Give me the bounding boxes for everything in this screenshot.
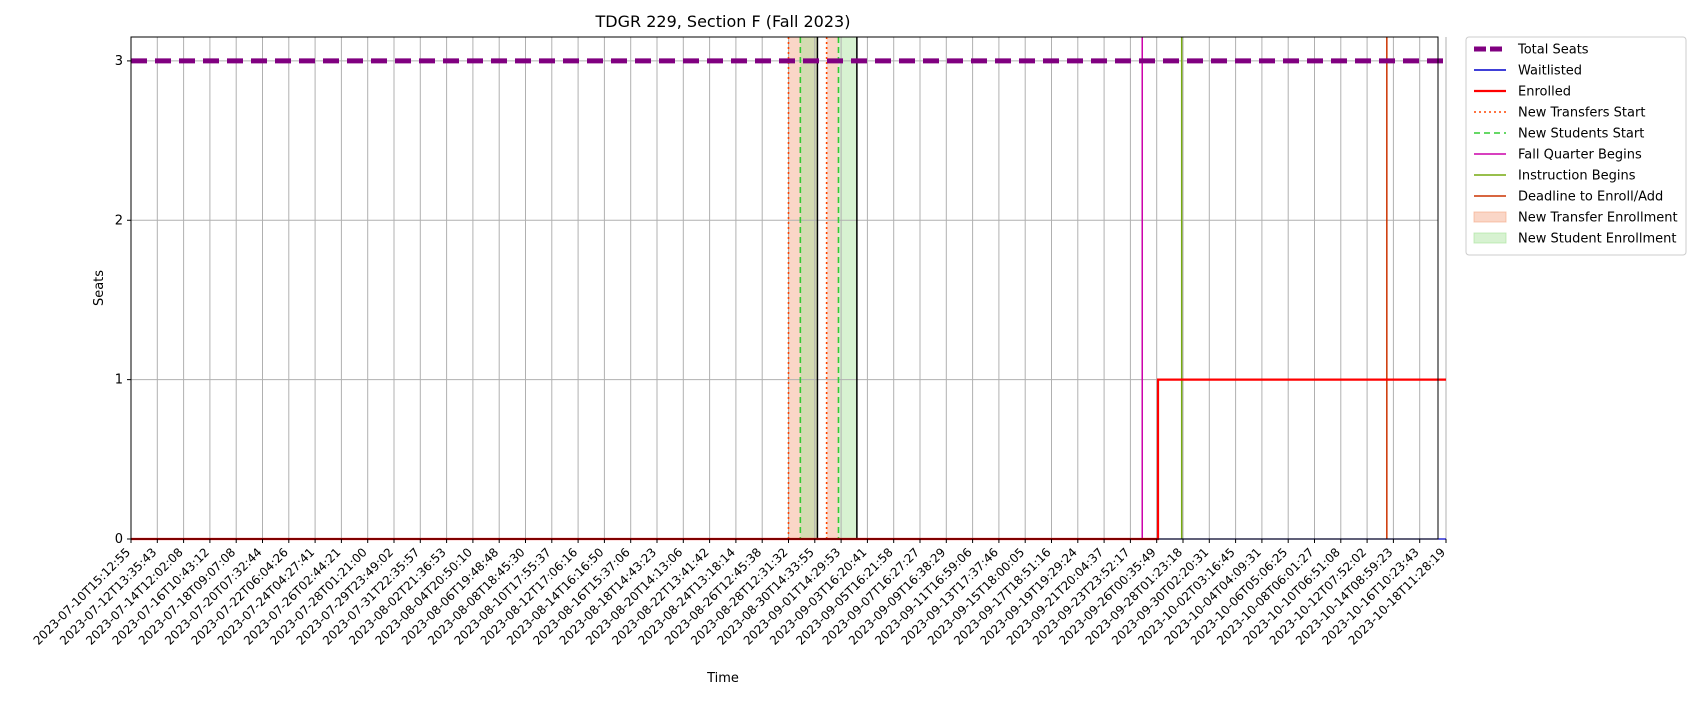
y-axis-label: Seats (92, 270, 107, 306)
legend-label: New Transfer Enrollment (1518, 211, 1678, 226)
enrollment-span-1 (826, 37, 839, 539)
legend-label: New Transfers Start (1518, 106, 1645, 121)
y-tick-label: 2 (115, 213, 123, 228)
legend-label: Total Seats (1517, 43, 1589, 58)
enrollment-span-0 (788, 37, 818, 539)
legend-swatch (1473, 211, 1507, 223)
legend: Total Seats Waitlisted Enrolled New Transfe… (1465, 36, 1687, 256)
y-tick-label: 1 (115, 373, 123, 388)
chart-title: TDGR 229, Section F (Fall 2023) (595, 12, 851, 31)
legend-box (1465, 36, 1687, 256)
plot-frame (130, 36, 1439, 540)
x-axis-label: Time (706, 671, 739, 686)
legend-label: New Student Enrollment (1518, 232, 1676, 247)
y-tick-label: 0 (115, 532, 123, 547)
enrollment-span-2 (800, 37, 818, 539)
legend-label: New Students Start (1518, 127, 1644, 142)
legend-label: Instruction Begins (1518, 169, 1636, 184)
legend-label: Deadline to Enroll/Add (1518, 190, 1663, 205)
y-tick-label: 3 (115, 54, 123, 69)
enrollment-span-3 (838, 37, 857, 539)
legend-label: Waitlisted (1518, 64, 1582, 79)
legend-label: Fall Quarter Begins (1518, 148, 1642, 163)
legend-label: Enrolled (1518, 85, 1571, 100)
legend-swatch (1473, 232, 1507, 244)
